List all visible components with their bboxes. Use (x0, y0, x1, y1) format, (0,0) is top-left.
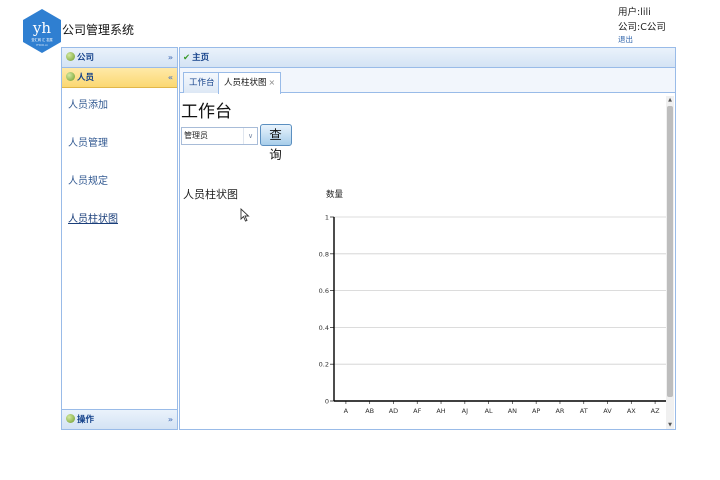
logo-hexagon-icon: yh 壹汇网 汇 发展 YHOO.cn (23, 9, 61, 53)
chart-y-tick-label: 0 (325, 398, 329, 406)
role-select[interactable]: 管理员 ∨ (181, 127, 258, 145)
chart-heading: 人员柱状图 (183, 188, 238, 201)
sidebar-item-staff-rules[interactable]: 人员规定 (68, 176, 108, 187)
main-panel-header: ✔ 主页 (180, 48, 675, 68)
chart-y-tick-label: 1 (325, 214, 329, 222)
logout-link[interactable]: 退出 (618, 35, 633, 44)
chart-x-tick-label: AZ (651, 407, 660, 415)
scrollbar-thumb[interactable] (667, 106, 673, 397)
chevron-down-icon[interactable]: » (167, 415, 173, 424)
bar-chart: 0 0.2 0.4 0.6 0.8 1 A AB AD AF AH AJ AL AN AP AR AT AV AX… (319, 189, 667, 415)
sidebar-section-label: 公司 (77, 53, 95, 63)
sidebar-section-label: 人员 (77, 73, 95, 83)
chevron-up-icon[interactable]: « (167, 73, 173, 82)
app-title: 公司管理系统 (62, 23, 135, 37)
tab-label: 人员柱状图 (224, 78, 267, 88)
chart-y-axis-label: 数量 (326, 189, 344, 200)
sidebar: 公司 » 人员 « 人员添加 人员管理 人员规定 人员柱状图 操作 » (61, 47, 178, 430)
page-title: 工作台 (181, 102, 232, 122)
chart-x-tick-label: AV (603, 407, 612, 415)
role-select-value: 管理员 (184, 131, 208, 140)
chart-y-tick-label: 0.4 (319, 324, 329, 332)
chart-y-tick-label: 0.6 (319, 287, 329, 295)
company-name: 公司:C公司 (618, 22, 666, 33)
mouse-cursor-icon (240, 208, 250, 222)
chart-y-tick-label: 0.2 (319, 361, 329, 369)
chart-x-tick-label: AF (413, 407, 421, 415)
chart-x-tick-label: AJ (462, 407, 468, 415)
money-icon (66, 72, 75, 81)
main-panel-title: 主页 (192, 53, 210, 63)
chart-x-tick-label: AX (627, 407, 636, 415)
main-panel: ✔ 主页 工作台 人员柱状图 × 工作台 管理员 ∨ 查询 人员柱状图 0 0.2 0.… (179, 47, 676, 430)
money-icon (66, 414, 75, 423)
sidebar-item-add-staff[interactable]: 人员添加 (68, 100, 108, 111)
tab-staff-chart[interactable]: 人员柱状图 × (218, 72, 282, 94)
close-icon[interactable]: × (268, 78, 276, 87)
tab-content: 工作台 管理员 ∨ 查询 人员柱状图 0 0.2 0.4 0.6 0.8 1 A AB AD A… (180, 94, 675, 429)
sidebar-section-company[interactable]: 公司 » (62, 48, 177, 68)
tab-bar: 工作台 人员柱状图 × (180, 68, 675, 94)
scroll-up-icon[interactable]: ▲ (668, 97, 672, 103)
chart-x-tick-label: A (344, 407, 349, 415)
money-icon (66, 52, 75, 61)
chart-x-tick-label: AT (580, 407, 588, 415)
user-name: 用户:lili (618, 7, 651, 18)
svg-text:yh: yh (32, 19, 51, 37)
sidebar-section-operations[interactable]: 操作 » (62, 409, 177, 429)
chevron-down-icon[interactable]: » (167, 53, 173, 62)
logo: yh 壹汇网 汇 发展 YHOO.cn (22, 8, 62, 54)
sidebar-nav: 人员添加 人员管理 人员规定 人员柱状图 (62, 88, 177, 248)
sidebar-item-staff-chart[interactable]: 人员柱状图 (68, 214, 118, 225)
chart-x-tick-label: AR (555, 407, 564, 415)
tab-workspace[interactable]: 工作台 (183, 72, 221, 93)
chart-x-tick-label: AH (436, 407, 445, 415)
chart-x-tick-label: AL (485, 407, 493, 415)
vertical-scrollbar[interactable]: ▲ ▼ (666, 96, 674, 429)
chart-x-tick-label: AB (365, 407, 374, 415)
sidebar-section-staff[interactable]: 人员 « (62, 68, 177, 88)
chevron-down-icon[interactable]: ∨ (243, 128, 257, 144)
scroll-down-icon[interactable]: ▼ (668, 422, 672, 428)
chart-x-tick-label: AD (389, 407, 398, 415)
chart-x-tick-label: AN (508, 407, 517, 415)
sidebar-item-manage-staff[interactable]: 人员管理 (68, 138, 108, 149)
svg-text:壹汇网 汇 发展: 壹汇网 汇 发展 (31, 37, 53, 42)
chart-y-tick-label: 0.8 (319, 250, 329, 258)
svg-text:YHOO.cn: YHOO.cn (36, 43, 49, 47)
sidebar-section-label: 操作 (77, 415, 95, 425)
chart-x-tick-label: AP (532, 407, 540, 415)
query-button[interactable]: 查询 (260, 124, 292, 162)
check-icon: ✔ (183, 53, 191, 63)
tab-label: 工作台 (189, 78, 215, 88)
user-info: 用户:lili 公司:C公司 退出 (618, 5, 666, 45)
